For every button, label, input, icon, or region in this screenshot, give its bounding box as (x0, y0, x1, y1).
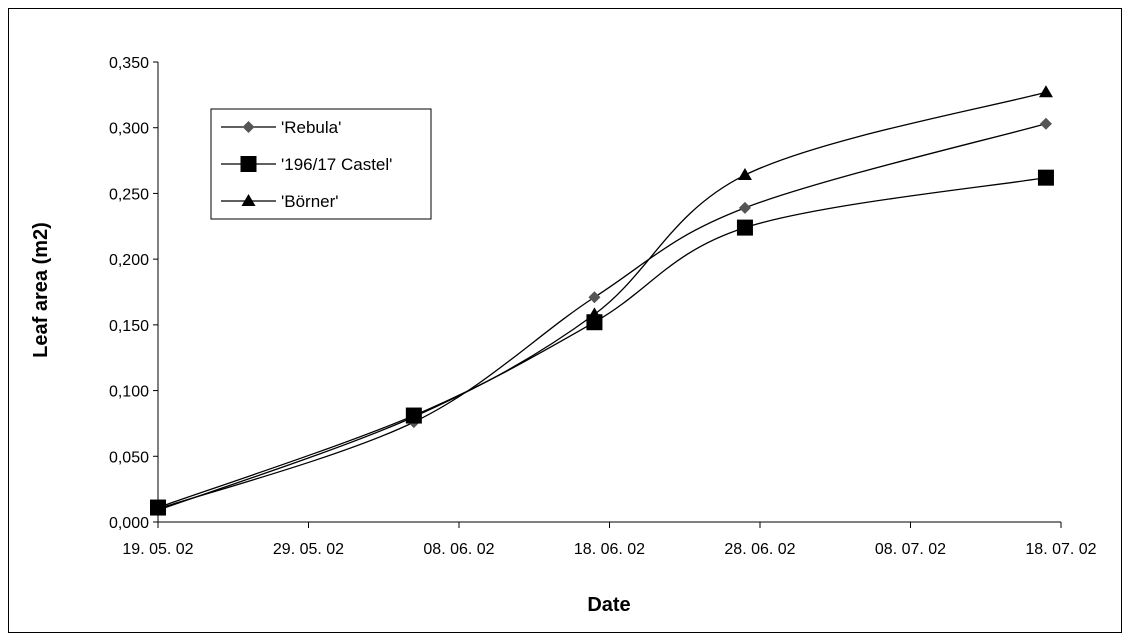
legend-marker-square (240, 156, 257, 172)
axes: 0,000 0,050 0,100 0,150 0,200 0,250 0,300 0,350… (109, 55, 1097, 558)
y-axis-title: Leaf area (m2) (30, 222, 52, 358)
legend-label: 'Börner' (281, 192, 339, 211)
legend-marker-triangle (241, 194, 256, 206)
legend-label: '196/17 Castel' (281, 155, 392, 174)
x-tick-label: 08. 07. 02 (875, 541, 946, 558)
x-tick-label: 18. 07. 02 (1025, 541, 1096, 558)
y-tick-label: 0,200 (109, 252, 149, 269)
x-tick-label: 29. 05. 02 (273, 541, 344, 558)
y-tick-label: 0,000 (109, 515, 149, 532)
x-tick-label: 19. 05. 02 (122, 541, 193, 558)
y-tick-label: 0,350 (109, 55, 149, 72)
y-tick-label: 0,150 (109, 318, 149, 335)
data-point-triangle (406, 409, 421, 422)
series-layer (150, 85, 1054, 516)
x-tick-label: 18. 06. 02 (574, 541, 645, 558)
y-tick-label: 0,250 (109, 186, 149, 203)
legend-marker-diamond (242, 121, 255, 133)
chart-frame (8, 8, 1122, 633)
data-point-diamond (1039, 117, 1052, 130)
data-point-triangle (737, 168, 752, 181)
series-triangle (151, 85, 1053, 516)
x-tick-label: 28. 06. 02 (724, 541, 795, 558)
legend-label: 'Rebula' (281, 118, 341, 137)
data-point-square (736, 219, 753, 236)
y-tick-label: 0,300 (109, 121, 149, 138)
x-axis-title: Date (587, 594, 630, 616)
data-point-triangle (587, 307, 602, 320)
data-point-diamond (738, 201, 751, 214)
legend: 'Rebula' '196/17 Castel' 'Börner' (210, 108, 432, 220)
data-point-triangle (1038, 85, 1053, 98)
y-tick-label: 0,050 (109, 449, 149, 466)
x-tick-label: 08. 06. 02 (423, 541, 494, 558)
series-square (150, 169, 1054, 516)
data-point-diamond (588, 291, 601, 304)
data-point-square (1037, 169, 1054, 186)
data-point-triangle (151, 503, 165, 516)
y-tick-label: 0,100 (109, 384, 149, 401)
series-line-square (157, 177, 1047, 509)
